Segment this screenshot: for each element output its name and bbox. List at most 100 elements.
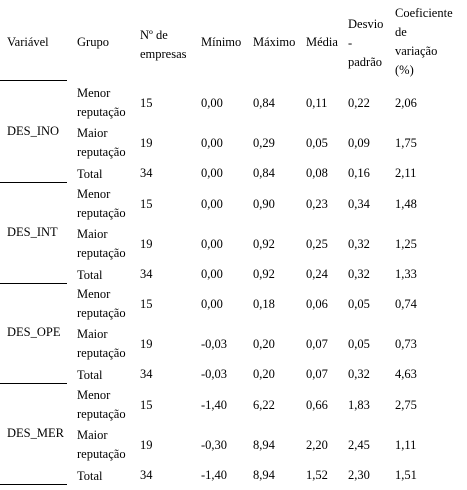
- cell: 4,63: [395, 367, 417, 381]
- header-text: de: [395, 25, 407, 39]
- cell: 8,94: [253, 467, 275, 482]
- group: Menor reputação: [77, 287, 126, 320]
- cell: 0,07: [306, 337, 328, 351]
- header-text: Coeficiente: [395, 6, 453, 20]
- group: Maior reputação: [77, 327, 126, 360]
- group: Total: [77, 368, 103, 382]
- cell: 0,73: [395, 337, 417, 351]
- cell: 0,05: [348, 337, 370, 351]
- cell: -0,30: [201, 437, 228, 452]
- header-text: Variável: [7, 35, 49, 49]
- cell: 0,22: [348, 96, 370, 110]
- header-text: variação: [395, 44, 438, 58]
- header-text: padrão: [348, 55, 383, 69]
- rule: [0, 80, 67, 81]
- cell: 0,00: [201, 96, 223, 110]
- cell: 2,45: [348, 437, 370, 452]
- cell: 0,00: [201, 236, 223, 251]
- variable: DES_OPE: [7, 325, 61, 339]
- cell: 0,07: [306, 367, 328, 381]
- group: Maior reputação: [77, 126, 126, 159]
- group: Menor reputação: [77, 186, 126, 220]
- cell: -1,40: [201, 397, 228, 412]
- group: Maior reputação: [77, 226, 126, 260]
- cell: 0,32: [348, 367, 370, 381]
- group: Menor reputação: [77, 86, 126, 119]
- cell: 15: [140, 297, 153, 311]
- cell: 19: [140, 337, 153, 351]
- cell: 19: [140, 437, 153, 452]
- cell: 0,20: [253, 337, 275, 351]
- cell: 6,22: [253, 397, 275, 412]
- cell: 0,32: [348, 266, 370, 281]
- cell: 15: [140, 96, 153, 110]
- rule: [0, 383, 67, 384]
- cell: 34: [140, 166, 153, 180]
- cell: 8,94: [253, 437, 275, 452]
- variable: DES_INT: [7, 224, 58, 239]
- header-text: Mínimo: [201, 35, 242, 49]
- cell: 2,75: [395, 397, 417, 412]
- cell: 0,24: [306, 266, 328, 281]
- cell: 0,18: [253, 297, 275, 311]
- cell: 1,52: [306, 467, 328, 482]
- cell: 15: [140, 397, 153, 412]
- rule: [0, 282, 67, 284]
- cell: 19: [140, 136, 153, 150]
- cell: 0,05: [306, 136, 328, 150]
- cell: 0,25: [306, 236, 328, 251]
- cell: 0,05: [348, 297, 370, 311]
- cell: 34: [140, 467, 153, 482]
- cell: 1,75: [395, 136, 417, 150]
- cell: 0,90: [253, 196, 275, 211]
- cell: 1,51: [395, 467, 417, 482]
- cell: 0,16: [348, 166, 370, 180]
- group: Total: [77, 267, 103, 282]
- group: Total: [77, 167, 103, 181]
- group: Total: [77, 468, 103, 483]
- cell: 0,34: [348, 196, 370, 211]
- cell: 15: [140, 196, 153, 211]
- cell: 0,92: [253, 236, 275, 251]
- cell: 2,11: [395, 166, 417, 180]
- cell: 0,32: [348, 236, 370, 251]
- cell: 1,83: [348, 397, 370, 412]
- cell: 0,09: [348, 136, 370, 150]
- cell: 0,00: [201, 266, 223, 281]
- header-text: (%): [395, 63, 414, 77]
- header-text: Grupo: [77, 35, 109, 49]
- cell: 0,00: [201, 297, 223, 311]
- cell: 1,48: [395, 196, 417, 211]
- cell: 0,84: [253, 166, 275, 180]
- header-text: Máximo: [253, 35, 296, 49]
- cell: 0,84: [253, 96, 275, 110]
- cell: -0,03: [201, 367, 228, 381]
- cell: 0,11: [306, 96, 328, 110]
- header-text: Desvio: [348, 17, 384, 31]
- cell: 0,00: [201, 196, 223, 211]
- group: Maior reputação: [77, 427, 126, 461]
- cell: 0,74: [395, 297, 417, 311]
- cell: 1,33: [395, 266, 417, 281]
- cell: 19: [140, 236, 153, 251]
- header-text: -: [348, 36, 353, 50]
- cell: 0,00: [201, 166, 223, 180]
- cell: 0,08: [306, 166, 328, 180]
- cell: 0,66: [306, 397, 328, 412]
- cell: 0,29: [253, 136, 275, 150]
- cell: 34: [140, 367, 153, 381]
- header-text: Nº de: [140, 28, 168, 42]
- group: Menor reputação: [77, 387, 126, 421]
- header-text: empresas: [140, 47, 187, 61]
- cell: 2,30: [348, 467, 370, 482]
- rule: [0, 182, 67, 183]
- cell: 1,11: [395, 437, 417, 452]
- cell: 0,06: [306, 297, 328, 311]
- cell: 2,06: [395, 96, 417, 110]
- header-text: Média: [306, 35, 338, 49]
- cell: 34: [140, 266, 153, 281]
- cell: 1,25: [395, 236, 417, 251]
- variable: DES_MER: [7, 425, 64, 440]
- cell: 0,20: [253, 367, 275, 381]
